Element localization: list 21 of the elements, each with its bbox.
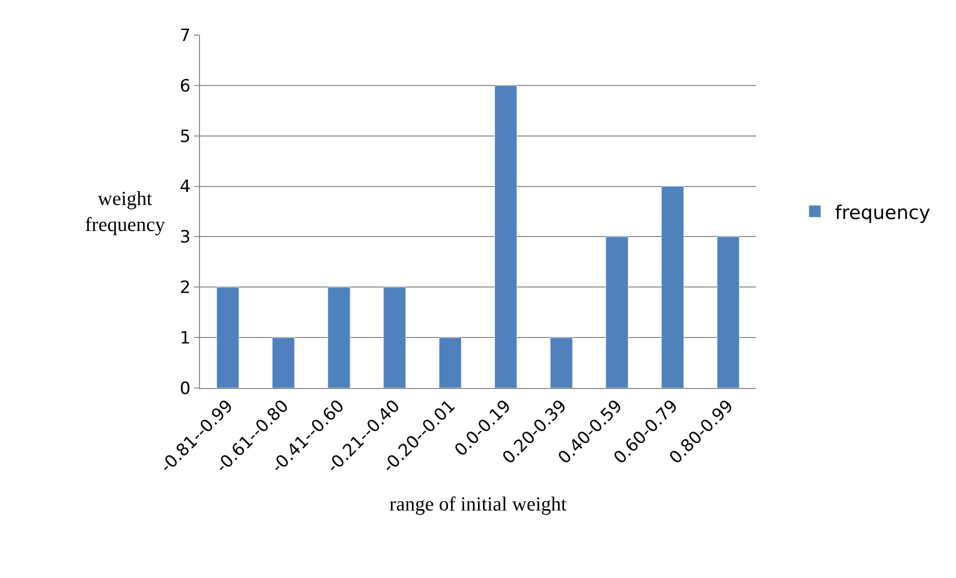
x-axis-title: range of initial weight: [389, 493, 568, 516]
y-tick-label: 0: [180, 378, 191, 399]
bar: [216, 286, 240, 388]
y-tick-label: 2: [180, 278, 191, 298]
y-tick-label: 7: [180, 26, 191, 46]
bar: [383, 286, 406, 388]
bar: [328, 286, 350, 388]
y-tick-label: 6: [180, 76, 191, 96]
legend-label: frequency: [834, 202, 930, 224]
y-tick-label: 4: [180, 177, 191, 198]
bar: [272, 337, 295, 388]
y-tick-label: 1: [180, 328, 191, 349]
bar: [494, 85, 518, 388]
bar: [438, 337, 462, 388]
bar: [606, 236, 628, 388]
y-axis-title: weight frequency: [85, 188, 165, 236]
bar: [661, 186, 684, 388]
bar: [716, 236, 740, 388]
y-tick-label: 3: [180, 228, 191, 248]
y-tick-label: 5: [180, 126, 191, 147]
bar: [550, 337, 573, 388]
